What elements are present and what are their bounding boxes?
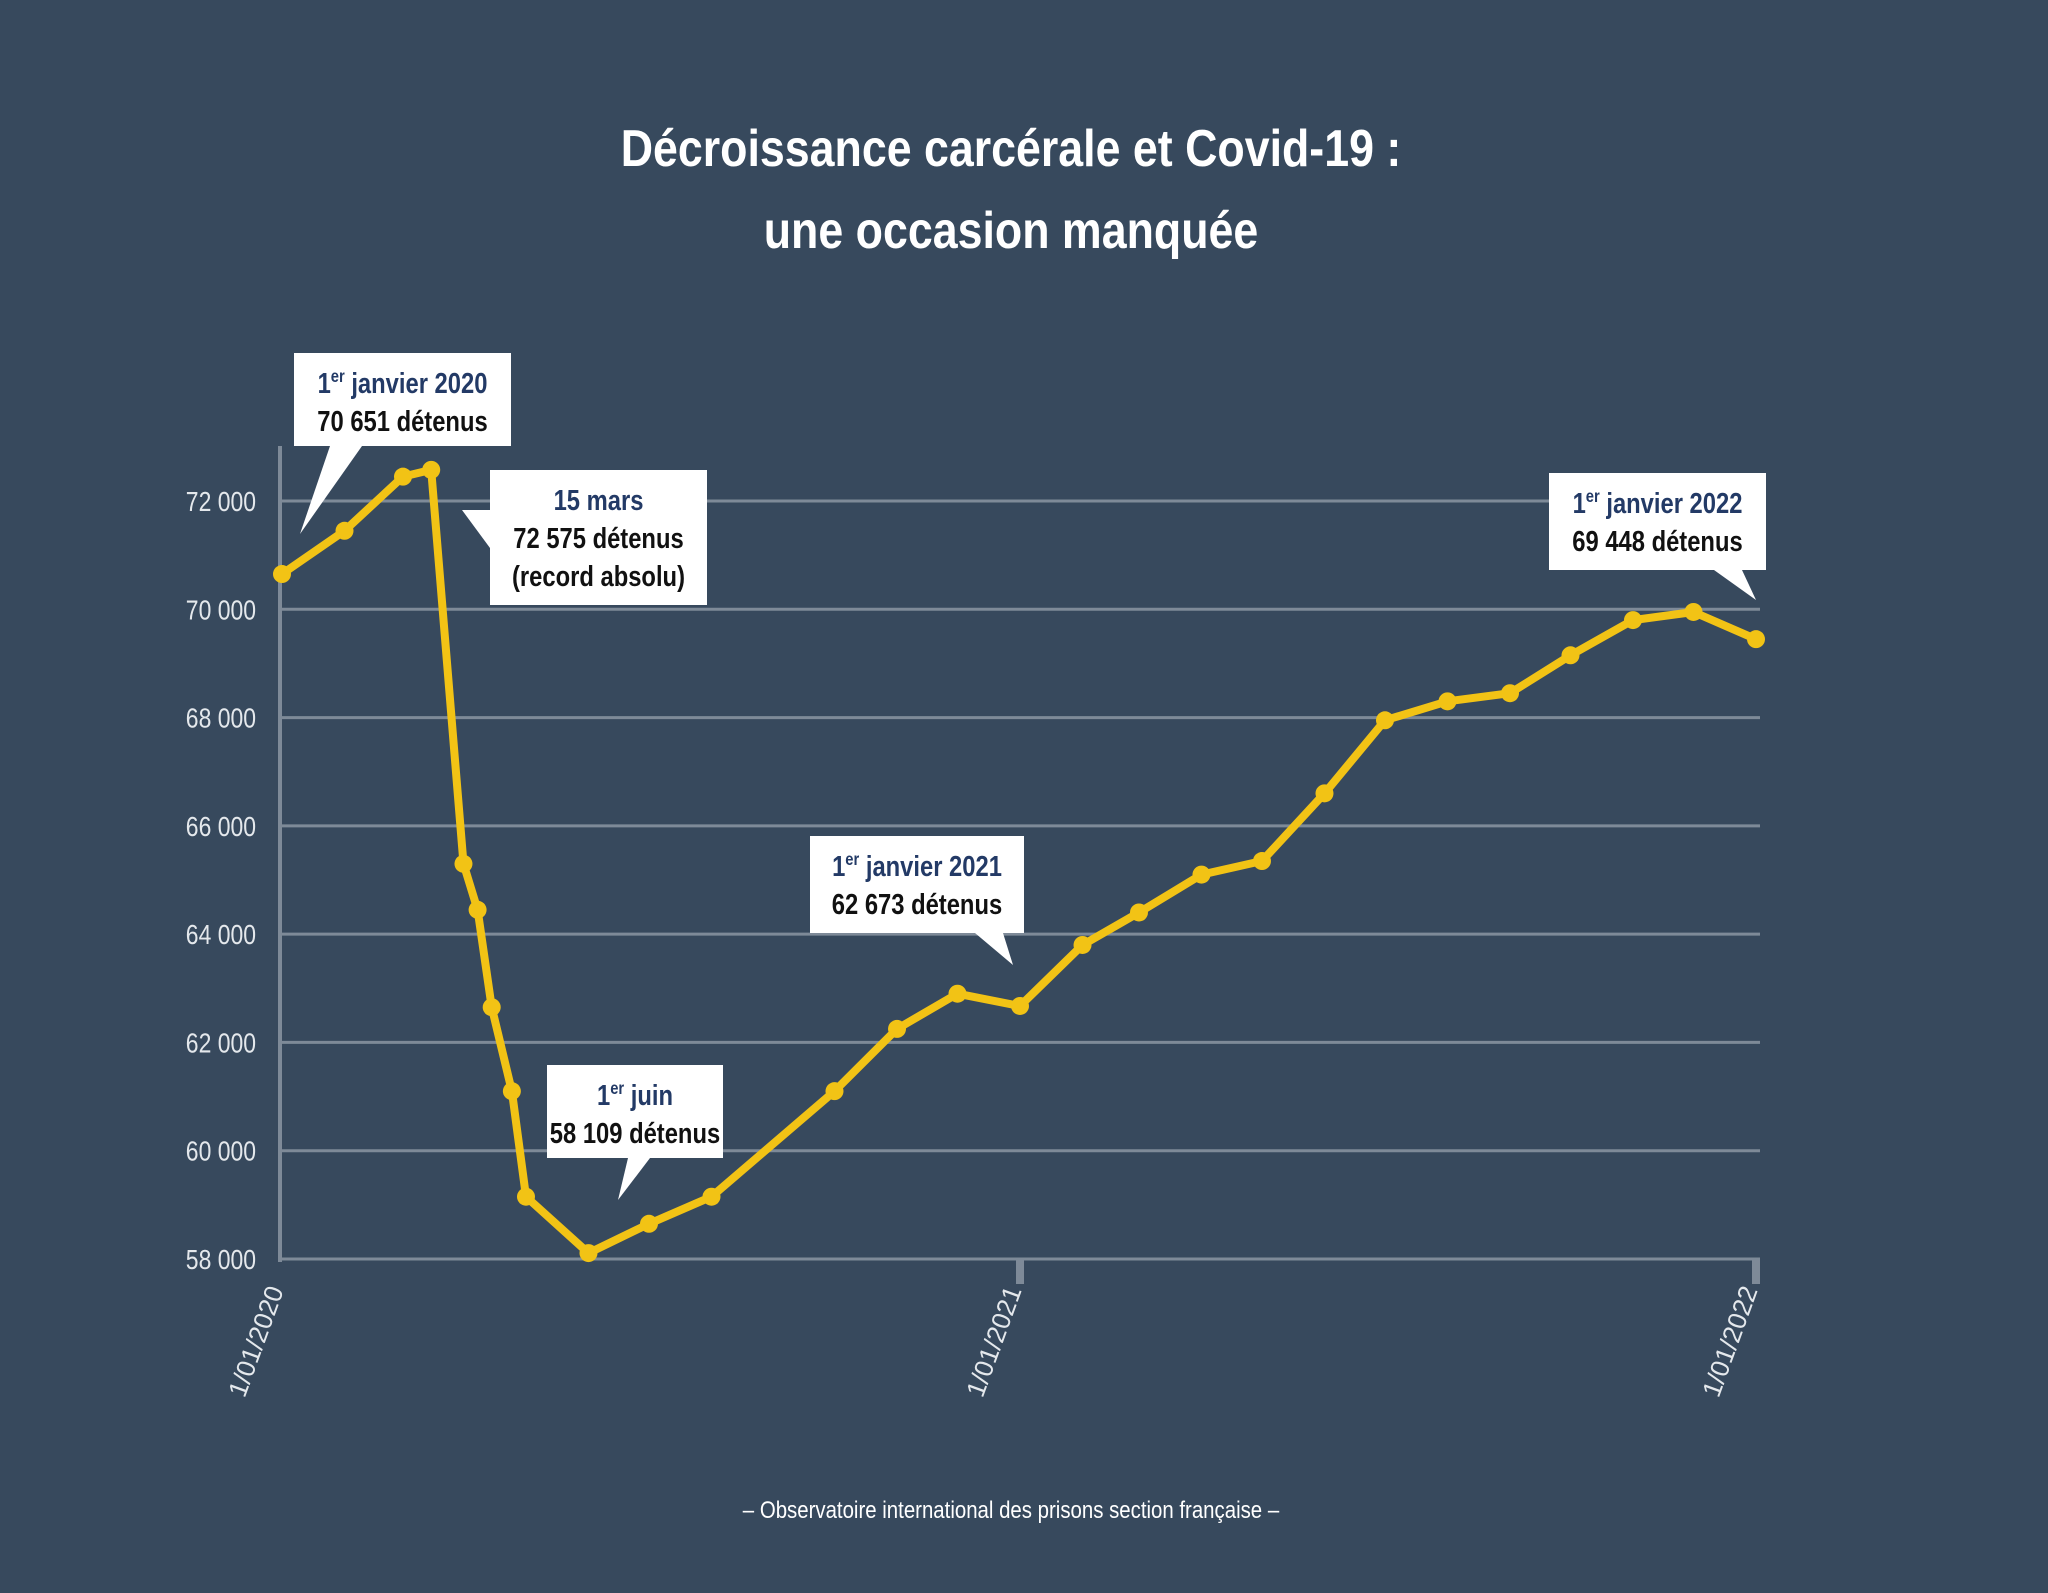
callout-date: 1er janvier 2020	[318, 367, 488, 400]
x-tick-label: 1/01/2021	[960, 1282, 1028, 1401]
callout-2: 1er juin 58 109 détenus	[547, 1065, 723, 1200]
callout-1: 15 mars 72 575 détenus (record absolu)	[490, 470, 707, 605]
chart-title-line-1: Décroissance carcérale et Covid-19 :	[620, 120, 1402, 178]
data-point	[1438, 692, 1457, 711]
callout-date-rest: janvier 2020	[345, 367, 488, 400]
callout-box	[547, 1065, 723, 1158]
data-point	[335, 521, 354, 540]
source-credit: – Observatoire international des prisons…	[742, 1497, 1280, 1524]
callout-date-sup: er	[1586, 487, 1600, 507]
data-point	[1011, 996, 1030, 1015]
callout-pointer	[618, 1158, 650, 1200]
callout-date: 1er janvier 2022	[1573, 487, 1743, 520]
data-point	[948, 984, 967, 1003]
series-line	[279, 465, 1758, 1258]
callout-4: 1er janvier 2022 69 448 détenus	[1549, 473, 1766, 600]
y-tick-label: 72 000	[186, 487, 256, 518]
callout-date-num: 1	[1573, 487, 1586, 520]
callout-value: 62 673 détenus	[832, 888, 1002, 921]
data-point	[1623, 611, 1642, 630]
callout-pointer	[300, 446, 362, 534]
y-tick-label: 64 000	[186, 920, 256, 951]
callout-value: 70 651 détenus	[317, 405, 487, 438]
callout-date-rest: juin	[624, 1079, 673, 1112]
callout-date-num: 1	[318, 367, 331, 400]
callout-date-sup: er	[845, 850, 859, 870]
data-point	[1500, 684, 1519, 703]
data-point	[639, 1214, 658, 1233]
callout-date: 15 mars	[554, 484, 644, 517]
callout-date-sup: er	[331, 367, 345, 387]
data-series	[273, 460, 1765, 1263]
data-point	[1375, 711, 1394, 730]
data-point	[422, 460, 441, 479]
callout-0: 1er janvier 2020 70 651 détenus	[294, 353, 511, 534]
callout-date-rest: janvier 2021	[859, 850, 1002, 883]
data-point	[516, 1187, 535, 1206]
callout-box	[810, 836, 1024, 933]
callout-date-num: 1	[832, 850, 845, 883]
data-point	[482, 998, 501, 1017]
y-tick-label: 62 000	[186, 1028, 256, 1059]
callout-extra: (record absolu)	[512, 560, 685, 593]
callout-date: 1er janvier 2021	[832, 850, 1002, 883]
y-tick-label: 68 000	[186, 704, 256, 735]
chart-title: Décroissance carcérale et Covid-19 : une…	[142, 108, 1881, 272]
callout-pointer	[462, 510, 490, 548]
data-point	[454, 854, 473, 873]
data-point	[1073, 935, 1092, 954]
x-tick-label: 1/01/2022	[1696, 1282, 1764, 1401]
callout-pointer	[1714, 570, 1756, 600]
callout-3: 1er janvier 2021 62 673 détenus	[810, 836, 1024, 965]
y-tick-label: 66 000	[186, 812, 256, 843]
data-point	[502, 1082, 521, 1101]
data-point	[579, 1244, 598, 1263]
data-point	[1684, 602, 1703, 621]
y-tick-label: 70 000	[186, 595, 256, 626]
data-point	[1192, 865, 1211, 884]
data-point	[825, 1082, 844, 1101]
callout-value: 72 575 détenus	[513, 522, 683, 555]
data-point	[702, 1187, 721, 1206]
callout-pointer	[975, 933, 1013, 965]
x-tick-mark	[1752, 1260, 1760, 1284]
x-tick-mark	[1016, 1260, 1025, 1284]
callout-date-rest: janvier 2022	[1600, 487, 1743, 520]
callout-date-num: 1	[597, 1079, 610, 1112]
data-point	[1129, 903, 1148, 922]
data-point	[468, 900, 487, 919]
data-point	[1315, 784, 1334, 803]
y-tick-label: 58 000	[186, 1245, 256, 1276]
y-tick-label: 60 000	[186, 1137, 256, 1168]
data-point	[888, 1019, 907, 1038]
data-point	[393, 467, 412, 486]
callout-box	[1549, 473, 1766, 570]
callout-date: 1er juin	[597, 1079, 673, 1112]
data-point	[1561, 646, 1580, 665]
callout-value: 58 109 détenus	[550, 1117, 720, 1150]
data-point	[1252, 852, 1271, 871]
data-point	[1747, 630, 1765, 649]
callout-date-num: 15 mars	[554, 484, 644, 517]
data-point	[273, 565, 291, 584]
callout-box	[490, 470, 707, 605]
chart-title-line-2: une occasion manquée	[763, 202, 1259, 260]
x-tick-label: 1/01/2020	[222, 1282, 290, 1401]
callout-value: 69 448 détenus	[1572, 525, 1742, 558]
callout-date-sup: er	[610, 1079, 624, 1099]
callout-box	[294, 353, 511, 446]
